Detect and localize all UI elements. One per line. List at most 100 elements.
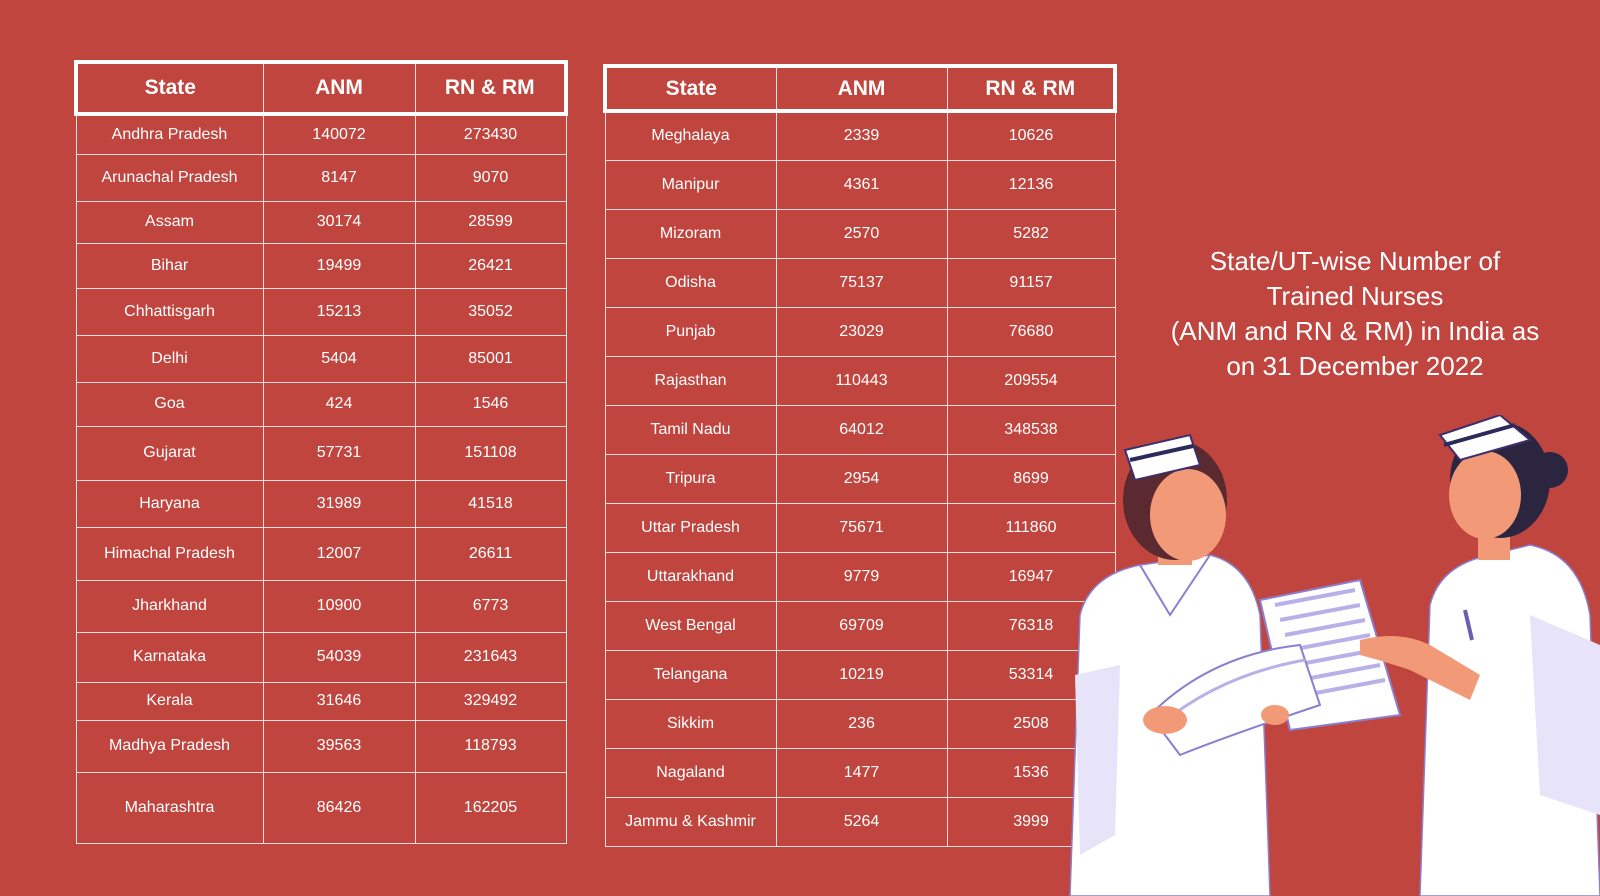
- state-name-cell: Maharashtra: [75, 771, 264, 844]
- title-line: on 31 December 2022: [1226, 351, 1484, 381]
- anm-value-cell: 4361: [775, 159, 948, 210]
- table-row: West Bengal 69709 76318: [604, 600, 1116, 651]
- state-name-cell: Jharkhand: [75, 579, 264, 633]
- table-row: Punjab 23029 76680: [604, 306, 1116, 357]
- anm-value-cell: 9779: [775, 551, 948, 602]
- anm-value-cell: 110443: [775, 355, 948, 406]
- rn-rm-value-cell: 231643: [414, 631, 567, 683]
- table-row: Meghalaya 2339 10626: [604, 110, 1116, 161]
- table-row: Haryana 31989 41518: [75, 479, 567, 528]
- state-name-cell: Madhya Pradesh: [75, 719, 264, 773]
- rn-rm-value-cell: 26421: [414, 242, 567, 289]
- state-name-cell: Gujarat: [75, 425, 264, 481]
- table-row: Manipur 4361 12136: [604, 159, 1116, 210]
- table-row: Uttar Pradesh 75671 111860: [604, 502, 1116, 553]
- state-name-cell: Chhattisgarh: [75, 287, 264, 336]
- state-name-cell: Mizoram: [604, 208, 777, 259]
- state-name-cell: Tripura: [604, 453, 777, 504]
- page-title: State/UT-wise Number of Trained Nurses (…: [1150, 244, 1560, 384]
- anm-value-cell: 424: [262, 381, 416, 427]
- two-nurses-reading-chart-illustration: [1069, 415, 1600, 896]
- state-name-cell: Odisha: [604, 257, 777, 308]
- anm-value-cell: 15213: [262, 287, 416, 336]
- table-row: Telangana 10219 53314: [604, 649, 1116, 700]
- anm-value-cell: 39563: [262, 719, 416, 773]
- state-name-cell: Assam: [75, 200, 264, 244]
- anm-value-cell: 140072: [262, 113, 416, 155]
- state-name-cell: Kerala: [75, 681, 264, 721]
- state-name-cell: Jammu & Kashmir: [604, 796, 777, 847]
- anm-value-cell: 57731: [262, 425, 416, 481]
- table-row: Chhattisgarh 15213 35052: [75, 287, 567, 336]
- column-header-state: State: [74, 60, 264, 116]
- state-name-cell: Bihar: [75, 242, 264, 289]
- rn-rm-value-cell: 76680: [946, 306, 1116, 357]
- rn-rm-value-cell: 16947: [946, 551, 1116, 602]
- anm-value-cell: 31989: [262, 479, 416, 528]
- title-line: State/UT-wise Number of: [1209, 246, 1501, 276]
- rn-rm-value-cell: 329492: [414, 681, 567, 721]
- state-name-cell: Nagaland: [604, 747, 777, 798]
- rn-rm-value-cell: 118793: [414, 719, 567, 773]
- anm-value-cell: 5264: [775, 796, 948, 847]
- anm-value-cell: 54039: [262, 631, 416, 683]
- table-row: Rajasthan 110443 209554: [604, 355, 1116, 406]
- anm-value-cell: 2954: [775, 453, 948, 504]
- anm-value-cell: 30174: [262, 200, 416, 244]
- column-header-state: State: [603, 64, 777, 113]
- state-name-cell: Uttarakhand: [604, 551, 777, 602]
- state-name-cell: Goa: [75, 381, 264, 427]
- state-name-cell: Meghalaya: [604, 110, 777, 161]
- rn-rm-value-cell: 26611: [414, 526, 567, 581]
- anm-value-cell: 8147: [262, 153, 416, 202]
- table-row: Delhi 5404 85001: [75, 334, 567, 383]
- state-name-cell: Arunachal Pradesh: [75, 153, 264, 202]
- rn-rm-value-cell: 41518: [414, 479, 567, 528]
- anm-value-cell: 10900: [262, 579, 416, 633]
- state-name-cell: Karnataka: [75, 631, 264, 683]
- table-row: Kerala 31646 329492: [75, 681, 567, 721]
- table-row: Assam 30174 28599: [75, 200, 567, 244]
- anm-value-cell: 5404: [262, 334, 416, 383]
- table-row: Jharkhand 10900 6773: [75, 579, 567, 633]
- rn-rm-value-cell: 151108: [414, 425, 567, 481]
- state-name-cell: Andhra Pradesh: [75, 113, 264, 155]
- table-header-row: State ANM RN & RM: [74, 60, 568, 116]
- column-header-rn-rm: RN & RM: [414, 60, 568, 116]
- state-name-cell: Himachal Pradesh: [75, 526, 264, 581]
- anm-value-cell: 19499: [262, 242, 416, 289]
- anm-value-cell: 31646: [262, 681, 416, 721]
- anm-value-cell: 69709: [775, 600, 948, 651]
- state-name-cell: Tamil Nadu: [604, 404, 777, 455]
- table-row: Sikkim 236 2508: [604, 698, 1116, 749]
- state-name-cell: West Bengal: [604, 600, 777, 651]
- state-name-cell: Sikkim: [604, 698, 777, 749]
- state-name-cell: Delhi: [75, 334, 264, 383]
- anm-value-cell: 75671: [775, 502, 948, 553]
- rn-rm-value-cell: 9070: [414, 153, 567, 202]
- column-header-anm: ANM: [262, 60, 416, 116]
- table-header-row: State ANM RN & RM: [603, 64, 1117, 113]
- title-line: (ANM and RN & RM) in India as: [1170, 316, 1540, 346]
- anm-value-cell: 64012: [775, 404, 948, 455]
- table-row: Karnataka 54039 231643: [75, 631, 567, 683]
- anm-value-cell: 2339: [775, 110, 948, 161]
- anm-value-cell: 1477: [775, 747, 948, 798]
- table-row: Maharashtra 86426 162205: [75, 771, 567, 844]
- rn-rm-value-cell: 348538: [946, 404, 1116, 455]
- table-row: Jammu & Kashmir 5264 3999: [604, 796, 1116, 847]
- rn-rm-value-cell: 8699: [946, 453, 1116, 504]
- anm-value-cell: 10219: [775, 649, 948, 700]
- rn-rm-value-cell: 10626: [946, 110, 1116, 161]
- state-name-cell: Haryana: [75, 479, 264, 528]
- rn-rm-value-cell: 1546: [414, 381, 567, 427]
- table-row: Himachal Pradesh 12007 26611: [75, 526, 567, 581]
- rn-rm-value-cell: 12136: [946, 159, 1116, 210]
- rn-rm-value-cell: 91157: [946, 257, 1116, 308]
- rn-rm-value-cell: 273430: [414, 113, 567, 155]
- state-name-cell: Telangana: [604, 649, 777, 700]
- rn-rm-value-cell: 6773: [414, 579, 567, 633]
- table-row: Tamil Nadu 64012 348538: [604, 404, 1116, 455]
- state-name-cell: Rajasthan: [604, 355, 777, 406]
- state-name-cell: Punjab: [604, 306, 777, 357]
